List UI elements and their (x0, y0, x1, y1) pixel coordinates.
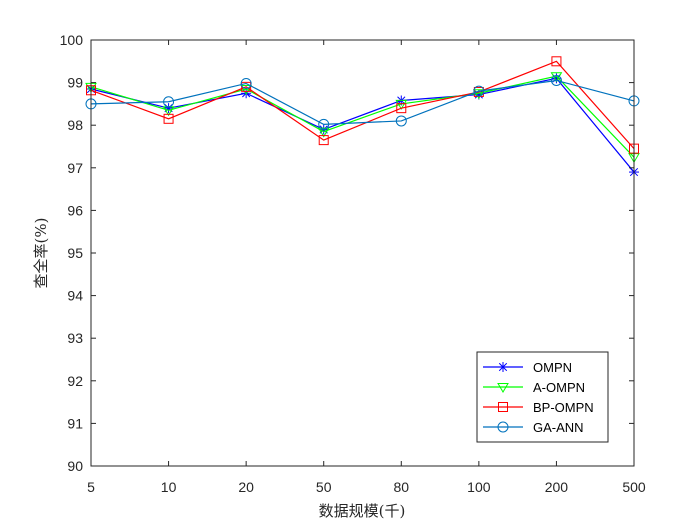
y-tick-label: 98 (67, 117, 83, 133)
x-tick-label: 100 (467, 479, 491, 495)
x-axis-title: 数据规模(千) (319, 502, 406, 520)
series-line (90, 60, 635, 150)
y-tick-label: 93 (67, 330, 83, 346)
data-point (318, 135, 329, 146)
series-line (90, 79, 635, 125)
legend-marker (498, 402, 508, 412)
legend: OMPN A-OMPN BP-OMPN GA-ANN (476, 351, 609, 443)
data-point (395, 99, 408, 110)
x-tick-label: 80 (393, 479, 409, 495)
x-tick-label: 50 (316, 479, 332, 495)
y-tick-label: 94 (67, 288, 83, 304)
legend-label: GA-ANN (533, 420, 584, 435)
data-point (241, 81, 252, 92)
ticks-layer: 90 91 92 93 94 95 96 97 98 99 100 5 10 20 50 80 100 200 50… (60, 32, 646, 495)
legend-item: OMPN (483, 360, 572, 375)
y-tick-label: 96 (67, 202, 83, 218)
y-tick-label: 90 (67, 458, 83, 474)
data-point (473, 85, 485, 97)
y-tick-label: 97 (67, 160, 83, 176)
series-line (90, 75, 635, 158)
y-tick-label: 100 (60, 32, 84, 48)
data-point (396, 103, 407, 114)
legend-marker (497, 383, 509, 393)
x-tick-label: 500 (622, 479, 646, 495)
x-tick-label: 10 (161, 479, 177, 495)
data-point (240, 84, 253, 95)
data-point (240, 77, 252, 89)
series-a-ompn (85, 72, 640, 164)
data-point (318, 118, 330, 130)
legend-item: A-OMPN (483, 380, 585, 395)
legend-label: OMPN (533, 360, 572, 375)
y-tick-label: 95 (67, 245, 83, 261)
data-point (550, 72, 563, 83)
legend-marker (498, 362, 508, 372)
data-point (551, 56, 562, 67)
series-layer (85, 56, 640, 178)
data-point (550, 74, 562, 86)
legend-label: BP-OMPN (533, 400, 594, 415)
data-point (163, 113, 174, 124)
y-tick-label: 92 (67, 373, 83, 389)
legend-item: BP-OMPN (483, 400, 594, 415)
y-tick-label: 91 (67, 415, 83, 431)
legend-marker (497, 421, 509, 433)
legend-item: GA-ANN (483, 420, 584, 435)
data-point (472, 89, 485, 100)
x-tick-label: 200 (545, 479, 569, 495)
x-tick-label: 20 (238, 479, 254, 495)
y-tick-label: 99 (67, 75, 83, 91)
x-tick-label: 5 (87, 479, 95, 495)
legend-label: A-OMPN (533, 380, 585, 395)
series-line (90, 77, 635, 173)
data-point (163, 96, 175, 108)
data-point (395, 115, 407, 127)
data-point (317, 127, 330, 138)
y-axis-title: 查全率(%) (32, 218, 50, 289)
